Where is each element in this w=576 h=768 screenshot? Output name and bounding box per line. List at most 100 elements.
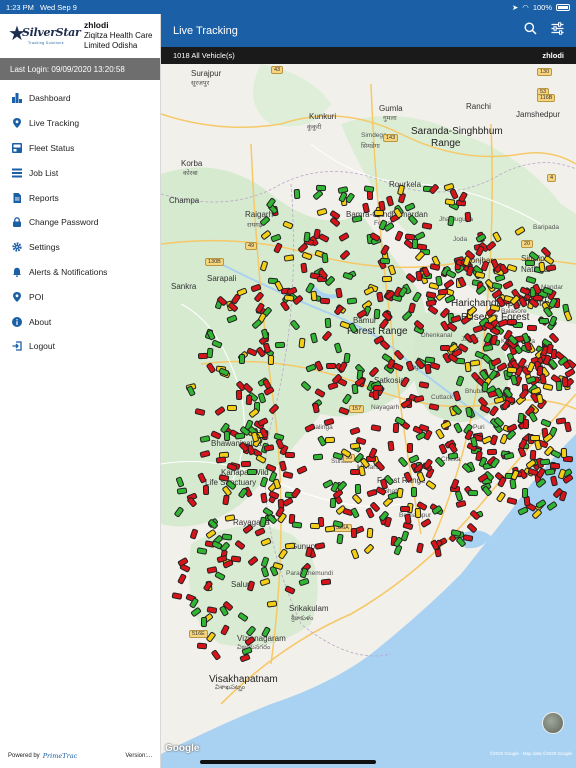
vehicle-marker[interactable] [392, 422, 400, 433]
vehicle-marker[interactable] [321, 252, 329, 264]
vehicle-marker[interactable] [387, 441, 395, 452]
vehicle-marker[interactable] [468, 489, 479, 496]
vehicle-marker[interactable] [522, 418, 529, 429]
vehicle-marker[interactable] [293, 188, 300, 199]
vehicle-marker[interactable] [221, 494, 230, 506]
map-label: Gumla [379, 104, 403, 113]
sidebar-item-settings[interactable]: Settings [0, 235, 160, 260]
vehicle-marker[interactable] [527, 324, 538, 331]
vehicle-marker[interactable] [206, 347, 214, 359]
sidebar-item-dashboard[interactable]: Dashboard [0, 86, 160, 111]
vehicle-marker[interactable] [537, 262, 546, 273]
vehicle-marker[interactable] [540, 458, 551, 466]
vehicle-marker[interactable] [560, 447, 567, 458]
vehicle-marker[interactable] [324, 436, 336, 443]
vehicle-marker[interactable] [415, 270, 423, 282]
sidebar-item-reports[interactable]: Reports [0, 185, 160, 210]
vehicle-marker[interactable] [309, 522, 320, 530]
vehicle-marker[interactable] [464, 212, 472, 223]
map-label: Surajpur [191, 69, 222, 78]
vehicle-marker[interactable] [200, 616, 207, 627]
map-label: Surada [331, 458, 352, 465]
logout-icon [12, 341, 22, 352]
vehicle-marker[interactable] [411, 486, 418, 497]
sidebar-item-job-list[interactable]: Job List [0, 160, 160, 185]
vehicle-marker[interactable] [524, 259, 535, 267]
vehicle-marker[interactable] [312, 453, 323, 461]
vehicle-marker[interactable] [382, 276, 393, 283]
vehicle-marker[interactable] [320, 578, 332, 586]
vehicle-marker[interactable] [234, 432, 246, 440]
sidebar-item-about[interactable]: About [0, 309, 160, 334]
vehicle-marker[interactable] [206, 605, 218, 614]
sidebar-item-live-tracking[interactable]: Live Tracking [0, 111, 160, 136]
vehicle-marker[interactable] [171, 591, 183, 600]
vehicle-marker[interactable] [284, 452, 295, 459]
vehicle-marker[interactable] [240, 460, 251, 467]
vehicle-marker[interactable] [439, 344, 450, 351]
map-view[interactable]: Surajpur सूरजपुर Gumla गुमला Ranchi Kunkuri कु… [161, 64, 576, 768]
vehicle-marker[interactable] [555, 381, 562, 392]
vehicle-marker[interactable] [424, 356, 435, 364]
map-label: सूरजपुर [191, 80, 210, 87]
vehicle-marker[interactable] [224, 430, 231, 441]
location-pin-icon [12, 118, 22, 129]
vehicle-marker[interactable] [247, 468, 258, 476]
vehicle-marker[interactable] [303, 231, 311, 243]
map-copyright: ©2020 Google · Map data ©2020 Google [489, 751, 572, 756]
vehicle-marker[interactable] [227, 404, 238, 411]
vehicle-marker[interactable] [487, 448, 498, 456]
vehicle-marker[interactable] [464, 361, 472, 373]
vehicle-marker[interactable] [507, 319, 518, 326]
filter-icon[interactable] [551, 21, 564, 40]
sidebar-item-alerts[interactable]: Alerts & Notifications [0, 260, 160, 285]
vehicle-marker[interactable] [335, 533, 344, 544]
vehicle-marker[interactable] [324, 317, 332, 328]
vehicle-marker[interactable] [203, 484, 210, 495]
vehicle-marker[interactable] [434, 275, 443, 287]
sidebar-item-change-password[interactable]: Change Password [0, 210, 160, 235]
map-label: Bhawanipatna [211, 439, 262, 448]
vehicle-marker[interactable] [275, 341, 286, 349]
vehicle-marker[interactable] [268, 355, 275, 366]
vehicle-marker[interactable] [561, 376, 569, 387]
vehicle-marker[interactable] [414, 507, 421, 519]
vehicle-marker[interactable] [355, 483, 362, 495]
vehicle-marker[interactable] [350, 469, 361, 476]
vehicle-marker[interactable] [538, 317, 549, 324]
vehicle-marker[interactable] [372, 384, 384, 392]
vehicle-marker[interactable] [363, 185, 375, 193]
sidebar-item-fleet-status[interactable]: Fleet Status [0, 136, 160, 161]
vehicle-marker[interactable] [437, 288, 448, 296]
vehicle-marker[interactable] [230, 555, 242, 563]
vehicle-marker[interactable] [506, 367, 517, 374]
vehicle-marker[interactable] [245, 394, 253, 406]
vehicle-count[interactable]: 1018 All Vehicle(s) [173, 51, 235, 60]
map-compass[interactable] [542, 712, 564, 734]
last-login: Last Login: 09/09/2020 13:20:58 [0, 58, 160, 80]
vehicle-marker[interactable] [350, 528, 358, 539]
vehicle-marker[interactable] [366, 527, 373, 538]
sidebar-item-logout[interactable]: Logout [0, 334, 160, 359]
vehicle-marker[interactable] [291, 521, 303, 529]
map-label: Karlapat Wild [221, 468, 269, 477]
vehicle-marker[interactable] [176, 486, 188, 495]
vehicle-marker[interactable] [239, 353, 246, 364]
vehicle-marker[interactable] [197, 642, 208, 650]
vehicle-marker[interactable] [424, 363, 432, 375]
vehicle-marker[interactable] [400, 505, 411, 512]
vehicle-marker[interactable] [319, 297, 330, 305]
vehicle-marker[interactable] [235, 389, 242, 400]
sidebar-item-label: Fleet Status [29, 142, 75, 153]
vehicle-marker[interactable] [481, 382, 489, 393]
vehicle-marker[interactable] [346, 297, 358, 305]
vehicle-marker[interactable] [425, 290, 437, 299]
fleet-icon [12, 142, 22, 153]
search-icon[interactable] [524, 22, 537, 40]
vehicle-marker[interactable] [309, 290, 318, 302]
vehicle-marker[interactable] [421, 221, 433, 230]
vehicle-marker[interactable] [406, 442, 414, 453]
vehicle-marker[interactable] [529, 434, 540, 441]
vehicle-marker[interactable] [521, 487, 529, 499]
sidebar-item-poi[interactable]: POI [0, 284, 160, 309]
